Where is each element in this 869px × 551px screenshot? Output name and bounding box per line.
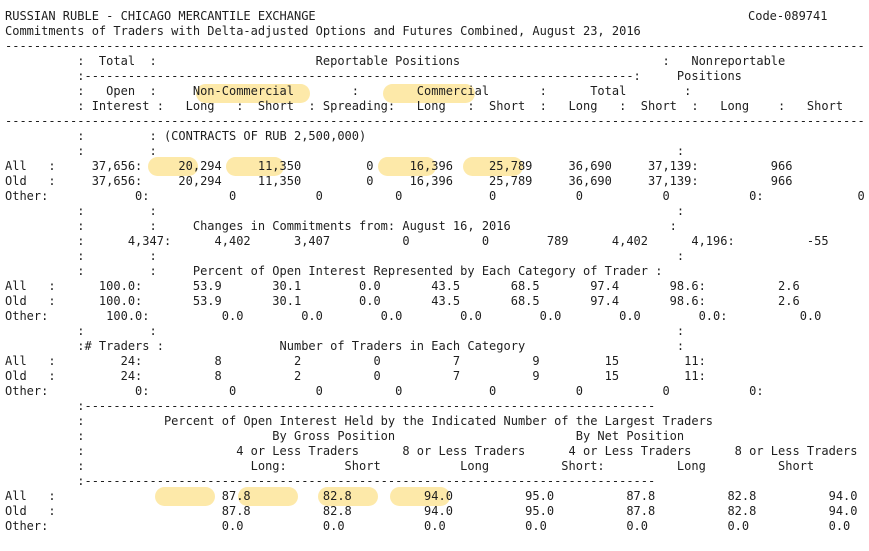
report-line: : Open : Non-Commercial : Commercial : T… (5, 84, 692, 98)
report-line: : Interest : Long : Short : Spreading: L… (5, 99, 844, 113)
report-line: Old : 37,656: 20,294 11,350 0 16,396 25,… (5, 174, 865, 188)
report-line: All : 100.0: 53.9 30.1 0.0 43.5 68.5 97.… (5, 279, 865, 293)
report-line: : Long: Short Long Short: Long Short Lon… (77, 459, 815, 473)
report-line: : 4 or Less Traders 8 or Less Traders 4 … (5, 444, 858, 458)
highlight-all-gross-8-short (390, 487, 450, 506)
highlight-all-noncommercial-long (148, 157, 198, 176)
report-line: All : 87.8 82.8 94.0 95.0 87.8 82.8 94.0… (5, 489, 865, 503)
report-line: Other: 100.0: 0.0 0.0 0.0 0.0 0.0 0.0 0.… (5, 309, 865, 323)
report-line: ----------------------------------------… (5, 39, 865, 53)
report-line: : 4,347: 4,402 3,407 0 0 789 4,402 4,196… (5, 234, 865, 248)
highlight-all-gross-4-short (238, 487, 298, 506)
report-line: :---------------------------------------… (5, 69, 742, 83)
highlight-all-commercial-short (463, 157, 523, 176)
report-line: : : : (5, 249, 685, 263)
report-line: Other: 0: 0 0 0 0 0 0 0: (5, 384, 764, 398)
report-line: : : Changes in Commitments from: August … (5, 219, 677, 233)
report-line: Old : 87.8 82.8 94.0 95.0 87.8 82.8 94.0… (5, 504, 865, 518)
report-line: : : Percent of Open Interest Represented… (5, 264, 663, 278)
report-line: : : : (5, 324, 685, 338)
report-line: All : 37,656: 20,294 11,350 0 16,396 25,… (5, 159, 865, 173)
highlight-commercial-header (383, 84, 475, 103)
report-line: All : 24: 8 2 0 7 9 15 11: (5, 354, 706, 368)
highlight-all-commercial-long (378, 157, 436, 176)
report-subtitle: Commitments of Traders with Delta-adjust… (5, 24, 641, 38)
report-title: RUSSIAN RUBLE - CHICAGO MERCANTILE EXCHA… (5, 9, 316, 23)
report-line: : : (CONTRACTS OF RUB 2,500,000) (5, 129, 367, 143)
report-line: : Total : Reportable Positions : Nonrepo… (5, 54, 786, 68)
report-line: :---------------------------------------… (5, 399, 656, 413)
report-line: Old : 100.0: 53.9 30.1 0.0 43.5 68.5 97.… (5, 294, 865, 308)
report-code: Code-089741 (748, 9, 828, 23)
report-line: : Percent of Open Interest Held by the I… (5, 414, 714, 428)
highlight-all-gross-4-long (155, 487, 215, 506)
report-line: Old : 24: 8 2 0 7 9 15 11: (5, 369, 706, 383)
report-line: Other: 0: 0 0 0 0 0 0 0: 0 0 (5, 189, 865, 203)
report-line: :---------------------------------------… (5, 474, 656, 488)
highlight-noncommercial-header (196, 84, 310, 103)
report-line: :# Traders : Number of Traders in Each C… (5, 339, 685, 353)
report-line: Other: 0.0 0.0 0.0 0.0 0.0 0.0 0.0 0.0 (5, 519, 865, 533)
highlight-all-noncommercial-short (226, 157, 284, 176)
report-line: : By Gross Position By Net Position (5, 429, 685, 443)
report-line: : : : (5, 144, 685, 158)
report-line: : : : (5, 204, 685, 218)
report-line: ----------------------------------------… (5, 114, 865, 128)
highlight-all-gross-8-long (318, 487, 378, 506)
